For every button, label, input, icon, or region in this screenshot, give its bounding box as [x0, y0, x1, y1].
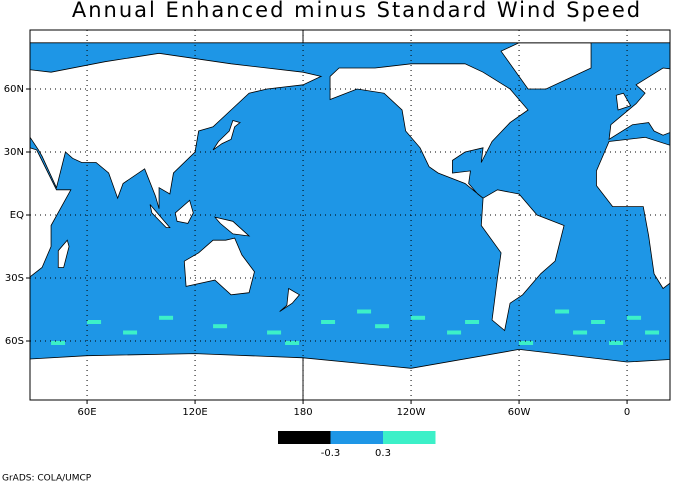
- land: [183, 237, 255, 296]
- speckle: [627, 315, 642, 320]
- x-tick-label: 0: [624, 407, 630, 418]
- speckle: [375, 324, 390, 329]
- land: [30, 52, 323, 209]
- speckle: [555, 309, 570, 314]
- x-tick-label: 60E: [78, 407, 97, 418]
- y-tick-label: 30S: [5, 273, 24, 284]
- speckle: [411, 315, 426, 320]
- x-tick-label: 60W: [508, 407, 531, 418]
- colorbar-label: 0.3: [375, 448, 391, 459]
- speckle: [321, 320, 336, 324]
- speckle: [159, 315, 174, 320]
- speckle: [285, 341, 300, 345]
- speckle: [519, 341, 534, 345]
- land: [302, 348, 670, 400]
- speckle: [267, 330, 282, 335]
- speckle: [357, 309, 372, 314]
- land: [302, 30, 670, 44]
- y-tick-label: 30N: [4, 147, 24, 158]
- map: [30, 30, 670, 400]
- colorbar-label: -0.3: [321, 448, 341, 459]
- y-tick-label: 60N: [4, 84, 24, 95]
- speckle: [87, 320, 102, 324]
- speckle: [645, 330, 660, 335]
- land: [57, 239, 70, 268]
- footer: GrADS: COLA/UMCP: [2, 474, 92, 484]
- land: [30, 147, 72, 278]
- speckle: [591, 320, 606, 324]
- land: [608, 67, 670, 141]
- speckle: [447, 330, 462, 335]
- land: [174, 199, 194, 224]
- land: [213, 216, 251, 237]
- land: [149, 204, 171, 229]
- speckle: [51, 341, 66, 345]
- land: [212, 120, 241, 151]
- x-tick-label: 180: [294, 407, 313, 418]
- speckle: [465, 320, 480, 324]
- land: [279, 287, 301, 312]
- land: [30, 30, 304, 44]
- colorbar-box: [383, 431, 436, 444]
- speckle: [573, 330, 588, 335]
- colorbar-box: [330, 431, 383, 444]
- colorbar-box: [278, 431, 331, 444]
- x-tick-label: 120E: [182, 407, 207, 418]
- speckle: [609, 341, 624, 345]
- speckle: [213, 324, 228, 329]
- land: [329, 63, 529, 199]
- y-tick-label: 60S: [5, 336, 24, 347]
- land: [596, 136, 670, 290]
- speckle: [123, 330, 138, 335]
- title: Annual Enhanced minus Standard Wind Spee…: [72, 0, 642, 22]
- y-tick-label: EQ: [10, 210, 24, 221]
- land: [480, 189, 565, 332]
- x-tick-label: 120W: [397, 407, 426, 418]
- land: [30, 353, 304, 400]
